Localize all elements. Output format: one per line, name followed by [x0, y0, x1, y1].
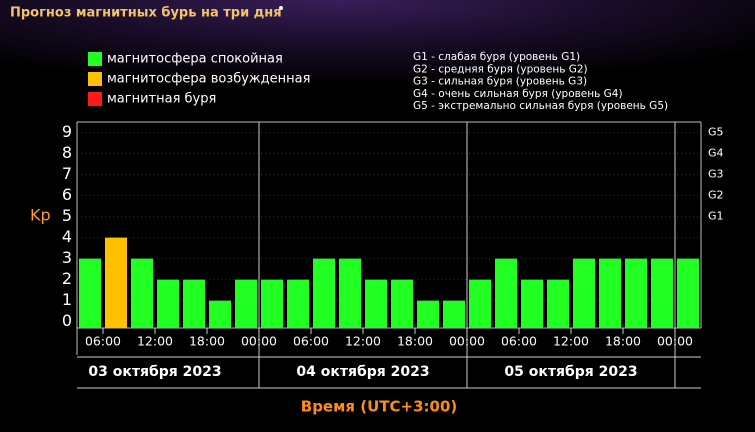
- bar: [235, 279, 257, 328]
- storm-scale-item: G1 - слабая буря (уровень G1): [413, 51, 580, 63]
- bar: [599, 258, 621, 328]
- bar: [339, 258, 361, 328]
- legend-label: магнитосфера возбужденная: [107, 72, 310, 87]
- y2-tick-label: G5: [708, 126, 724, 139]
- bar: [157, 279, 179, 328]
- bar: [625, 258, 647, 328]
- star: [279, 6, 283, 10]
- legend-label: магнитосфера спокойная: [107, 52, 283, 67]
- y-tick-label: 3: [62, 248, 72, 267]
- bar: [443, 300, 465, 328]
- bar: [391, 279, 413, 328]
- y-tick-label: 1: [62, 290, 72, 309]
- bar: [469, 279, 491, 328]
- x-tick-label: 00:00: [449, 334, 485, 349]
- y-tick-label: 6: [62, 185, 72, 204]
- storm-scale-item: G4 - очень сильная буря (уровень G4): [413, 88, 623, 100]
- bar: [651, 258, 673, 328]
- y2-tick-label: G3: [708, 168, 724, 181]
- bar: [79, 258, 101, 328]
- bar: [417, 300, 439, 328]
- y-axis-label: Kp: [30, 206, 51, 225]
- bar: [521, 279, 543, 328]
- y-tick-label: 0: [62, 311, 72, 330]
- storm-scale-item: G3 - сильная буря (уровень G3): [413, 76, 587, 88]
- y2-tick-label: G2: [708, 189, 724, 202]
- x-tick-label: 12:00: [345, 334, 381, 349]
- x-tick-label: 18:00: [189, 334, 225, 349]
- y2-tick-label: G4: [708, 147, 724, 160]
- y-tick-label: 4: [62, 227, 72, 246]
- legend-swatch: [88, 52, 102, 66]
- x-tick-label: 18:00: [397, 334, 433, 349]
- bar: [495, 258, 517, 328]
- bar: [183, 279, 205, 328]
- x-tick-label: 06:00: [293, 334, 329, 349]
- y-tick-label: 8: [62, 143, 72, 162]
- legend-swatch: [88, 72, 102, 86]
- bar: [261, 279, 283, 328]
- y-tick-label: 7: [62, 164, 72, 183]
- bar: [209, 300, 231, 328]
- y2-tick-label: G1: [708, 210, 724, 223]
- date-label: 03 октября 2023: [88, 364, 221, 380]
- x-tick-label: 18:00: [605, 334, 641, 349]
- legend-swatch: [88, 92, 102, 106]
- y-tick-label: 9: [62, 122, 72, 141]
- x-tick-label: 00:00: [657, 334, 693, 349]
- y-tick-label: 2: [62, 269, 72, 288]
- storm-scale-item: G5 - экстремально сильная буря (уровень …: [413, 100, 668, 112]
- bar: [287, 279, 309, 328]
- x-tick-label: 06:00: [85, 334, 121, 349]
- x-tick-label: 12:00: [553, 334, 589, 349]
- storm-scale-item: G2 - средняя буря (уровень G2): [413, 63, 588, 75]
- x-tick-label: 00:00: [241, 334, 277, 349]
- bar: [573, 258, 595, 328]
- bar: [105, 237, 127, 328]
- legend-label: магнитная буря: [107, 92, 216, 107]
- x-tick-label: 06:00: [501, 334, 537, 349]
- x-axis-label: Время (UTC+3:00): [301, 398, 457, 416]
- date-label: 04 октября 2023: [296, 364, 429, 380]
- x-tick-label: 12:00: [137, 334, 173, 349]
- bar: [365, 279, 387, 328]
- chart-title: Прогноз магнитных бурь на три дня: [10, 6, 282, 21]
- bar: [547, 279, 569, 328]
- header-sky: [0, 0, 755, 120]
- bar: [313, 258, 335, 328]
- y-tick-label: 5: [62, 206, 72, 225]
- bar: [677, 258, 699, 328]
- bar: [131, 258, 153, 328]
- date-label: 05 октября 2023: [504, 364, 637, 380]
